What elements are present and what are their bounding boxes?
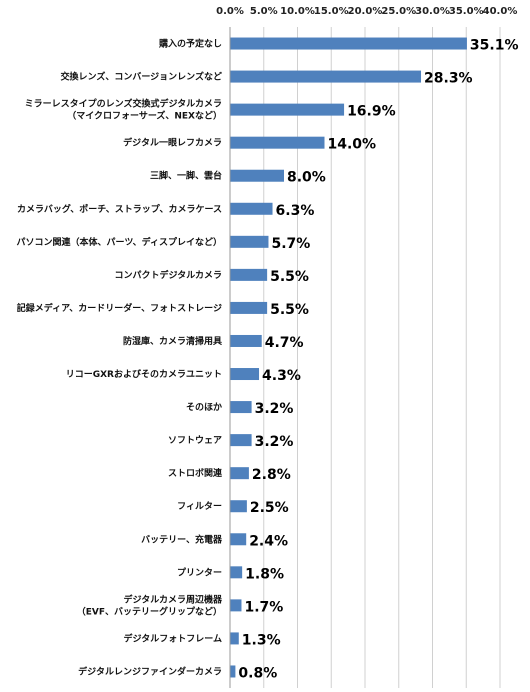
x-tick-label: 10.0%	[280, 6, 315, 17]
data-label: 28.3%	[424, 71, 473, 87]
category-label: デジタルフォトフレーム	[123, 632, 222, 644]
category-label: 三脚、一脚、雲台	[150, 170, 222, 182]
x-tick-label: 30.0%	[415, 6, 450, 17]
bar	[230, 533, 247, 546]
bar	[230, 235, 269, 248]
category-label: デジタルレンジファインダーカメラ	[78, 665, 222, 677]
category-label: リコーGXRおよびそのカメラユニット	[66, 368, 222, 380]
bar	[230, 301, 268, 314]
category-label: カメラバッグ、ポーチ、ストラップ、カメラケース	[17, 203, 222, 215]
category-label: デジタルカメラ周辺機器	[123, 593, 223, 605]
category-label: コンパクトデジタルカメラ	[114, 269, 222, 281]
category-label: バッテリー、充電器	[141, 533, 223, 545]
x-tick-label: 25.0%	[381, 6, 416, 17]
category-label: パソコン関連（本体、パーツ、ディスプレイなど）	[17, 236, 222, 248]
data-label: 6.3%	[276, 203, 315, 219]
data-label: 1.8%	[245, 566, 284, 582]
bar	[230, 599, 242, 612]
bar	[230, 467, 249, 480]
x-tick-label: 40.0%	[483, 6, 518, 17]
bar	[230, 401, 252, 414]
category-label: ソフトウェア	[168, 435, 222, 446]
x-tick-label: 20.0%	[348, 6, 383, 17]
data-label: 1.3%	[242, 632, 281, 648]
category-label: ミラーレスタイプのレンズ交換式デジタルカメラ	[25, 98, 222, 110]
category-label: プリンター	[177, 566, 222, 578]
data-label: 1.7%	[244, 599, 283, 615]
category-label: 交換レンズ、コンバージョンレンズなど	[61, 71, 222, 83]
data-label: 4.7%	[265, 335, 304, 351]
bar	[230, 202, 273, 215]
category-label: フィルター	[177, 500, 222, 512]
x-tick-label: 35.0%	[449, 6, 484, 17]
data-label: 14.0%	[328, 137, 377, 153]
bar	[230, 665, 236, 678]
data-label: 0.8%	[238, 665, 277, 681]
x-tick-label: 5.0%	[250, 6, 278, 17]
data-label: 16.9%	[347, 104, 396, 120]
bar	[230, 368, 260, 381]
bar	[230, 70, 422, 83]
data-label: 8.0%	[287, 170, 326, 186]
bar	[230, 434, 252, 447]
category-label: デジタル一眼レフカメラ	[123, 137, 222, 149]
value-labels: 35.1% 28.3% 16.9% 14.0% 8.0% 6.3% 5.7% 5.5% 5.5%…	[238, 38, 518, 682]
bar	[230, 500, 247, 513]
data-label: 3.2%	[255, 401, 294, 417]
x-tick-label: 0.0%	[216, 6, 244, 17]
data-label: 2.4%	[249, 533, 288, 549]
bar	[230, 103, 345, 116]
category-label: ストロボ関連	[168, 467, 223, 479]
data-label: 5.5%	[270, 269, 309, 285]
bar	[230, 334, 262, 347]
bar	[230, 37, 467, 50]
category-label: （マイクロフォーサーズ、NEXなど）	[67, 110, 222, 122]
bar	[230, 169, 284, 182]
data-label: 5.7%	[271, 236, 310, 252]
x-axis-ticks: 0.0% 5.0% 10.0% 15.0% 20.0% 25.0% 30.0% 35.0% 40…	[216, 6, 517, 17]
bar	[230, 136, 325, 149]
bar	[230, 632, 239, 645]
category-label: 記録メディア、カードリーダー、フォトストレージ	[17, 302, 222, 314]
x-tick-label: 15.0%	[314, 6, 349, 17]
category-label: 購入の予定なし	[158, 38, 222, 50]
gridlines	[229, 27, 501, 688]
data-label: 3.2%	[255, 434, 294, 450]
category-label: （EVF、バッテリーグリップなど）	[77, 605, 222, 617]
data-label: 2.5%	[250, 500, 289, 516]
category-labels: 購入の予定なし交換レンズ、コンバージョンレンズなどミラーレスタイプのレンズ交換式…	[17, 38, 223, 678]
data-label: 35.1%	[470, 38, 519, 54]
bar	[230, 566, 243, 579]
category-label: そのほか	[186, 402, 222, 413]
data-label: 4.3%	[262, 368, 301, 384]
bar	[230, 268, 268, 281]
data-label: 5.5%	[270, 302, 309, 318]
bars	[230, 37, 467, 678]
category-label: 防湿庫、カメラ清掃用具	[123, 335, 222, 347]
data-label: 2.8%	[252, 467, 291, 483]
